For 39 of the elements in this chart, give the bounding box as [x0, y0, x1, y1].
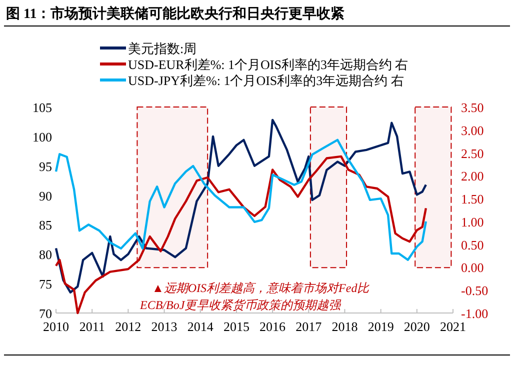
line-series — [54, 118, 428, 294]
y2-tick-label: -1.00 — [461, 306, 488, 321]
y2-tick-label: 1.00 — [461, 214, 484, 230]
x-tick-label: 2018 — [332, 319, 358, 334]
y-tick-label: 105 — [32, 100, 52, 115]
y2-tick-label: 2.00 — [461, 168, 484, 184]
legend-label: 美元指数:周 — [128, 41, 197, 56]
y-tick-label: 90 — [39, 188, 52, 204]
y-tick-label: 95 — [39, 158, 52, 174]
x-tick-label: 2019 — [368, 319, 394, 334]
y-tick-label: 85 — [39, 218, 52, 233]
y-tick-label: 100 — [32, 129, 52, 144]
y2-tick-label: 3.00 — [461, 122, 484, 138]
y2-tick-label: 3.50 — [461, 100, 484, 115]
y2-tick-label: 1.50 — [461, 192, 484, 207]
y-tick-label: 75 — [39, 276, 52, 292]
x-tick-label: 2014 — [187, 319, 214, 334]
annotation: ECB/BoJ更早收紧货币政策的预期越强 — [139, 298, 342, 312]
x-tick-label: 2017 — [296, 319, 322, 334]
x-tick-label: 2015 — [223, 319, 250, 334]
x-tick-label: 2010 — [43, 319, 69, 334]
chart-title: 图 11：市场预计美联储可能比欧央行和日央行更早收紧 — [6, 5, 345, 22]
x-tick-label: 2012 — [115, 319, 142, 334]
line-series — [54, 138, 428, 261]
y2-tick-label: 2.50 — [461, 146, 484, 161]
x-tick-label: 2013 — [151, 319, 178, 334]
legend-label: USD-EUR利差%: 1个月OIS利率的3年远期合约 右 — [128, 57, 408, 72]
annotation: ▲远期OIS利差越高，意味着市场对Fed比 — [152, 281, 370, 295]
line-series — [54, 155, 428, 314]
x-tick-label: 2021 — [440, 319, 466, 334]
y2-tick-label: 0.50 — [461, 237, 484, 252]
y-tick-label: 70 — [39, 306, 52, 321]
y2-tick-label: 0.00 — [461, 260, 484, 276]
y2-tick-label: -0.50 — [461, 283, 488, 298]
x-tick-label: 2011 — [79, 319, 105, 334]
y-tick-label: 80 — [39, 247, 52, 262]
x-tick-label: 2016 — [260, 319, 286, 334]
x-tick-label: 2020 — [404, 319, 430, 334]
legend-label: USD-JPY利差%: 1个月OIS利率的3年远期合约 右 — [128, 73, 404, 88]
